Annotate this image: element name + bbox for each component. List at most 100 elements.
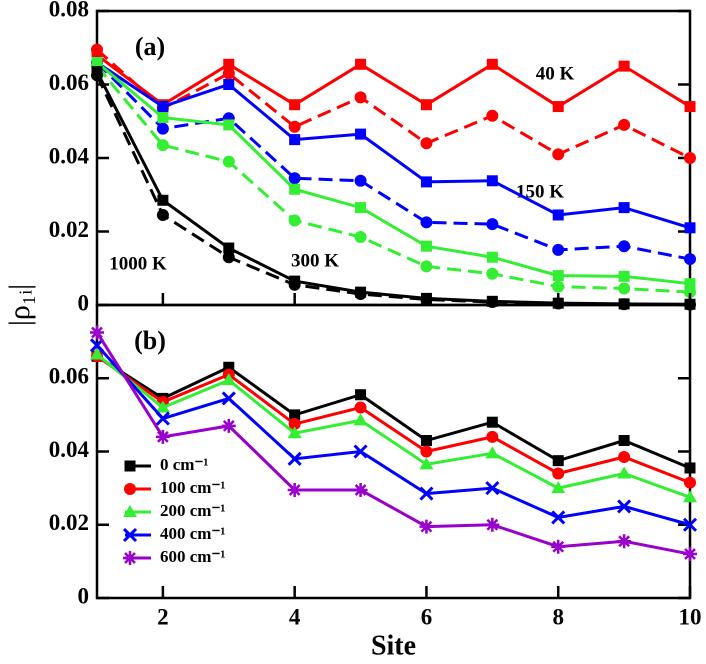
marker: [156, 208, 169, 221]
series-line: [95, 331, 691, 556]
marker: [223, 58, 235, 70]
marker: [155, 411, 170, 426]
marker: [485, 481, 500, 496]
marker: [419, 519, 434, 534]
marker: [289, 183, 301, 195]
marker: [684, 222, 696, 234]
series-line: [96, 353, 691, 499]
marker: [289, 409, 301, 421]
marker: [287, 451, 302, 466]
marker: [289, 99, 301, 111]
legend-label: 100 cm⁻¹: [160, 478, 226, 497]
series-line: [96, 61, 691, 230]
marker: [617, 466, 632, 479]
marker: [155, 429, 170, 444]
panel-label: (a): [135, 32, 165, 61]
marker: [420, 445, 433, 458]
legend-label: 0 cm⁻¹: [160, 455, 209, 474]
y-tick-label: 0: [78, 583, 90, 608]
legend-label: 400 cm⁻¹: [160, 524, 226, 543]
marker: [552, 280, 565, 293]
marker: [618, 118, 631, 131]
marker: [486, 251, 498, 263]
annotation: 150 K: [516, 181, 564, 202]
x-tick-label: 6: [421, 604, 433, 629]
legend-marker: [122, 527, 138, 543]
marker: [222, 67, 235, 80]
y-tick-label: 0.04: [49, 437, 90, 462]
marker: [90, 347, 104, 360]
marker: [157, 101, 169, 113]
series-line: [95, 344, 691, 527]
marker: [486, 58, 498, 70]
marker: [288, 418, 301, 431]
marker: [221, 418, 236, 433]
legend-marker: [123, 551, 137, 565]
marker: [420, 137, 433, 150]
marker: [486, 267, 499, 280]
marker: [354, 91, 367, 104]
marker: [288, 172, 301, 185]
series-line: [95, 74, 691, 307]
marker: [288, 278, 301, 291]
marker: [287, 482, 302, 497]
y-tick-label: 0: [78, 290, 90, 315]
marker: [551, 481, 566, 494]
marker: [486, 430, 499, 443]
y-tick-label: 0.02: [49, 217, 89, 242]
marker: [420, 176, 432, 188]
marker: [354, 174, 367, 187]
marker: [683, 490, 697, 503]
x-tick-label: 8: [552, 604, 564, 629]
marker: [288, 214, 301, 227]
legend-label: 600 cm⁻¹: [160, 547, 226, 566]
marker: [552, 209, 564, 221]
y-axis-label: |ρ₁ᵢ|: [3, 284, 36, 326]
marker: [157, 112, 169, 124]
series-line: [95, 70, 691, 306]
marker: [552, 148, 565, 161]
marker: [354, 287, 367, 300]
series-line: [96, 355, 691, 485]
marker: [552, 243, 565, 256]
marker: [618, 60, 630, 72]
marker: [222, 251, 235, 264]
marker: [684, 152, 696, 164]
marker: [684, 286, 696, 299]
marker: [617, 499, 632, 514]
marker: [420, 99, 432, 111]
marker: [486, 296, 499, 309]
marker: [618, 450, 631, 463]
marker: [684, 278, 696, 290]
marker: [683, 547, 697, 562]
y-tick-label: 0.06: [49, 364, 89, 389]
marker: [289, 134, 301, 146]
marker: [353, 413, 368, 426]
marker: [618, 282, 631, 295]
marker: [354, 401, 367, 414]
marker: [682, 517, 698, 532]
marker: [353, 482, 368, 497]
marker: [618, 435, 630, 447]
marker: [223, 242, 235, 254]
marker: [551, 539, 566, 554]
marker: [156, 139, 169, 152]
marker: [684, 476, 696, 489]
y-tick-label: 0.08: [49, 0, 89, 21]
marker: [486, 416, 498, 428]
marker: [486, 175, 498, 187]
marker: [684, 101, 696, 113]
marker: [485, 446, 500, 459]
marker: [486, 109, 499, 122]
marker: [486, 218, 499, 231]
marker: [90, 325, 104, 340]
y-tick-label: 0.06: [49, 70, 89, 95]
y-tick-label: 0.02: [49, 510, 89, 535]
marker: [355, 128, 367, 140]
marker: [420, 240, 432, 252]
marker: [684, 253, 696, 266]
marker: [223, 79, 235, 90]
annotation: 300 K: [291, 250, 339, 271]
marker: [420, 260, 433, 273]
marker: [618, 270, 630, 282]
